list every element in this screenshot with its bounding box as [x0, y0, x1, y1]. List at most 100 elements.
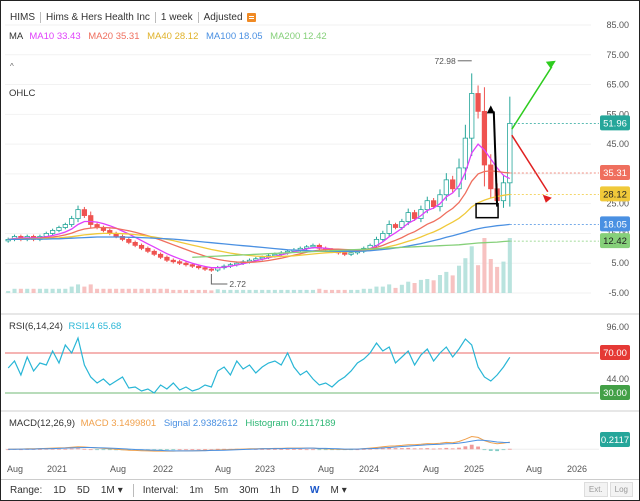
macd-histogram-bar	[101, 449, 106, 451]
x-axis-tick: Aug	[526, 464, 542, 474]
macd-histogram-bar	[203, 449, 207, 450]
drawn-arrow-up	[492, 111, 499, 207]
log-scale-button[interactable]: Log	[609, 482, 633, 497]
macd-histogram-bar	[107, 449, 112, 451]
range-dropdown-icon[interactable]: ▾	[117, 485, 123, 496]
macd-histogram-bar	[488, 449, 493, 451]
x-axis-tick: 2022	[153, 464, 173, 474]
macd-histogram-bar	[190, 449, 195, 450]
price-axis-tick: 55.00	[606, 109, 629, 119]
x-axis-tick: Aug	[110, 464, 126, 474]
macd-histogram-bar	[406, 447, 411, 450]
ext-hours-button[interactable]: Ext.	[583, 482, 608, 497]
interval-1m-button[interactable]: 1m	[189, 485, 204, 496]
price-axis-tick: 85.00	[606, 20, 629, 30]
calendar-icon[interactable]	[246, 12, 256, 22]
price-badge: 12.42	[600, 233, 630, 249]
candle-body	[456, 167, 462, 190]
macd-histogram-bar	[69, 448, 74, 450]
macd-histogram-bar	[431, 448, 436, 450]
interval-m-button[interactable]: M	[330, 485, 339, 496]
volume-bar	[31, 288, 36, 293]
macd-histogram-bar	[311, 449, 315, 451]
interval-title: Interval:	[142, 485, 179, 496]
candle-body	[348, 252, 354, 255]
candle-body	[62, 224, 68, 228]
x-axis-tick: Aug	[215, 464, 231, 474]
volume-bar	[25, 288, 30, 293]
range-1d-button[interactable]: 1D	[53, 485, 67, 496]
interval-d-button[interactable]: D	[291, 485, 299, 496]
range-label: Range:	[10, 485, 43, 496]
range-5d-button[interactable]: 5D	[77, 485, 90, 496]
macd-histogram-bar	[165, 449, 169, 451]
x-axis-tick: 2025	[464, 464, 484, 474]
macd-histogram-bar	[184, 449, 188, 451]
macd-histogram-bar	[469, 444, 474, 450]
volume-bar	[463, 258, 468, 293]
interval-label[interactable]: 1 week	[160, 11, 193, 23]
volume-bar	[164, 288, 169, 293]
macd-legend: MACD(12,26,9) MACD 3.1499801 Signal 2.93…	[9, 418, 336, 429]
macd-histogram-bar	[171, 449, 176, 451]
volume-bar	[495, 266, 500, 293]
header-separator	[197, 11, 199, 23]
candle-body	[431, 200, 437, 208]
company-name: Hims & Hers Health Inc	[46, 11, 150, 23]
macd-histogram-bar	[380, 448, 385, 450]
price-axis-tick: 25.00	[606, 199, 629, 209]
arrowhead-icon	[542, 194, 552, 203]
range-1m-button[interactable]: 1M	[100, 485, 115, 496]
volume-bar	[469, 246, 474, 293]
x-axis-tick: Aug	[7, 464, 23, 474]
chart-canvas[interactable]: 85.0075.0065.0055.0045.0035.0025.0015.00…	[1, 1, 639, 479]
macd-histogram-bar	[209, 449, 214, 451]
volume-bar	[406, 281, 411, 293]
volume-bar	[234, 289, 239, 293]
ma40-legend: MA40 28.12	[147, 31, 199, 42]
ma200-line	[192, 240, 510, 258]
interval-30m-button[interactable]: 30m	[239, 485, 259, 496]
footer-right-controls: Ext. Log	[583, 482, 633, 497]
volume-bar	[488, 259, 493, 293]
volume-bar	[482, 238, 487, 293]
volume-bar	[342, 289, 347, 293]
macd-histogram-bar	[50, 448, 55, 450]
candle-body	[183, 262, 189, 266]
candle-body	[157, 253, 164, 258]
interval-5m-button[interactable]: 5m	[214, 485, 229, 496]
ohlc-label[interactable]: OHLC	[9, 88, 36, 99]
price-badge-text: 35.31	[603, 168, 627, 179]
macd-histogram-bar	[57, 448, 61, 450]
volume-bar	[133, 288, 138, 293]
drawn-rectangle	[475, 202, 499, 219]
interval-dropdown-icon[interactable]: ▾	[341, 485, 347, 496]
histogram-legend: Histogram 0.2117189	[245, 418, 336, 429]
ma-title[interactable]: MA	[9, 31, 23, 42]
macd-histogram-bar	[495, 449, 500, 452]
volume-bar	[183, 289, 189, 293]
rsi-level-badge: 70.00	[600, 345, 630, 360]
volume-bar	[209, 290, 214, 293]
drawn-arrow-bull	[511, 66, 553, 130]
symbol-label[interactable]: HIMS	[10, 11, 35, 23]
candle-body	[5, 238, 11, 242]
ma-legend: MA MA10 33.43 MA20 35.31 MA40 28.12 MA10…	[9, 31, 327, 42]
interval-1h-button[interactable]: 1h	[269, 485, 281, 496]
volume-bar	[158, 288, 163, 293]
volume-bar	[450, 275, 455, 293]
macd-histogram-bar	[317, 449, 322, 451]
macd-histogram-bar	[6, 449, 11, 451]
volume-bar	[177, 289, 182, 293]
volume-bar	[380, 286, 385, 293]
volume-bar	[63, 288, 68, 293]
interval-w-button[interactable]: W	[309, 485, 320, 496]
rsi-level-badge-bg	[600, 345, 630, 360]
header-separator	[154, 11, 156, 23]
volume-bar	[418, 279, 423, 293]
macd-histogram-bar	[501, 449, 506, 451]
collapse-legend-icon[interactable]: ^	[10, 62, 14, 71]
candle-body	[475, 93, 481, 112]
macd-histogram-bar	[387, 447, 392, 450]
adjust-label[interactable]: Adjusted	[203, 11, 243, 23]
